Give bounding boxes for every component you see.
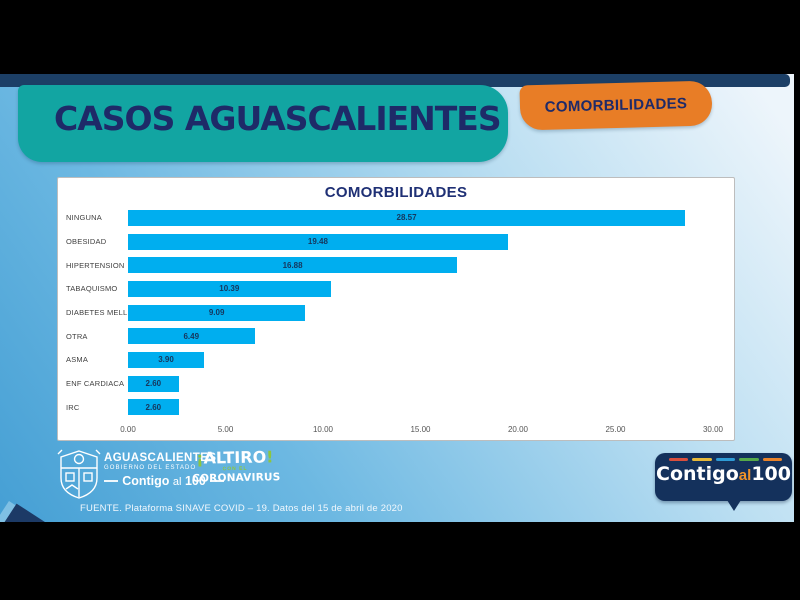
- bar: 2.60: [128, 399, 179, 416]
- badge-100: 100: [751, 463, 791, 485]
- category-label: DIABETES MELLITUS: [66, 308, 146, 318]
- government-subtitle: GOBIERNO DEL ESTADO: [104, 465, 197, 471]
- category-label: ENF CARDIACA: [66, 379, 125, 389]
- category-label: OBESIDAD: [66, 237, 107, 247]
- altiro-excl-close: !: [266, 447, 274, 467]
- x-axis-tick-label: 15.00: [410, 425, 431, 434]
- slogan-al: al: [172, 476, 182, 488]
- bar-value-label: 3.90: [158, 355, 174, 365]
- x-axis-tick-label: 25.00: [605, 425, 626, 434]
- chart-row: IRC 2.60: [58, 396, 734, 420]
- divider-dash: [104, 480, 119, 482]
- x-axis: 0.00 5.00 10.00 15.00 20.00 25.00 30.00: [58, 425, 734, 437]
- bar: 3.90: [128, 351, 205, 368]
- letterbox-bottom: [0, 522, 800, 600]
- bar: 10.39: [128, 280, 331, 297]
- bar-value-label: 2.60: [145, 402, 162, 412]
- chart-row: DIABETES MELLITUS 9.09: [58, 301, 734, 325]
- bar-value-label: 2.60: [145, 379, 162, 389]
- letterbox-top: [0, 0, 800, 74]
- bar-value-label: 9.09: [208, 308, 225, 318]
- bar-value-label: 6.49: [183, 331, 200, 341]
- chart-row: OTRA 6.49: [58, 324, 734, 348]
- bar: 6.49: [128, 328, 255, 345]
- source-caption: FUENTE. Plataforma SINAVE COVID – 19. Da…: [80, 503, 403, 514]
- x-axis-tick-label: 0.00: [120, 425, 136, 434]
- category-label: TABAQUISMO: [66, 284, 118, 294]
- state-coat-of-arms-icon: [57, 449, 101, 499]
- bar: 28.57: [128, 209, 686, 226]
- header-badge-label: COMORBILIDADES: [544, 95, 688, 116]
- page-title: CASOS AGUASCALIENTES: [54, 99, 502, 138]
- government-slogan: Contigo al 100: [104, 474, 225, 488]
- x-axis-tick-label: 30.00: [702, 425, 724, 434]
- chart-card: COMORBILIDADES NINGUNA 28.57 OBESIDAD 19.48…: [57, 177, 735, 441]
- altiro-coronavirus-logo: ¡ALTIRO! CON EL CORONAVIRUS: [192, 447, 281, 485]
- bar-value-label: 19.48: [307, 237, 328, 247]
- badge-dash: [762, 458, 783, 461]
- chart-row: NINGUNA 28.57: [58, 206, 734, 230]
- chart-plot-area: NINGUNA 28.57 OBESIDAD 19.48 HIPERTENSION 16.…: [58, 206, 734, 419]
- badge-dash: [669, 458, 689, 461]
- bar: 2.60: [128, 375, 179, 392]
- slogan-contigo: Contigo: [122, 474, 170, 488]
- badge-al: al: [738, 467, 752, 484]
- badge-dash: [715, 458, 736, 461]
- badge-dash: [692, 458, 712, 461]
- badge-dash: [739, 458, 759, 461]
- badge-color-dashes: [655, 453, 792, 461]
- x-axis-tick-label: 5.00: [217, 425, 234, 434]
- category-label: NINGUNA: [66, 213, 102, 223]
- slogan-100: 100: [184, 474, 206, 488]
- chart-row: HIPERTENSION 16.88: [58, 253, 734, 277]
- category-label: OTRA: [66, 331, 88, 341]
- category-label: HIPERTENSION: [66, 260, 125, 270]
- altiro-word: ALTIRO: [203, 447, 267, 468]
- slide-background: CASOS AGUASCALIENTES COMORBILIDADES COMO…: [0, 74, 794, 522]
- chart-row: TABAQUISMO 10.39: [58, 277, 734, 301]
- category-label: ASMA: [66, 355, 89, 365]
- bar-value-label: 28.57: [396, 213, 417, 223]
- chart-row: ASMA 3.90: [58, 348, 734, 372]
- contigo-al-100-badge: Contigoal100: [655, 453, 792, 511]
- bar: 16.88: [128, 257, 458, 274]
- government-name: AGUASCALIENTES: [104, 452, 217, 464]
- bar-value-label: 10.39: [219, 284, 240, 294]
- header-title-panel: CASOS AGUASCALIENTES: [18, 85, 508, 162]
- chart-row: OBESIDAD 19.48: [58, 230, 734, 254]
- category-label: IRC: [66, 402, 80, 412]
- x-axis-tick-label: 10.00: [312, 425, 334, 434]
- divider-dash: [209, 480, 225, 482]
- bar: 19.48: [128, 233, 508, 250]
- bar-value-label: 16.88: [282, 260, 303, 270]
- chart-row: ENF CARDIACA 2.60: [58, 372, 734, 396]
- header-badge: COMORBILIDADES: [519, 80, 713, 131]
- bar: 9.09: [128, 304, 306, 321]
- government-logo: AGUASCALIENTES GOBIERNO DEL ESTADO Conti…: [104, 452, 225, 488]
- badge-tail: [727, 500, 741, 511]
- x-axis-tick-label: 20.00: [507, 425, 529, 434]
- chart-title: COMORBILIDADES: [324, 184, 468, 201]
- badge-contigo: Contigo: [656, 463, 739, 485]
- altiro-coronavirus-text: CORONAVIRUS: [192, 471, 281, 485]
